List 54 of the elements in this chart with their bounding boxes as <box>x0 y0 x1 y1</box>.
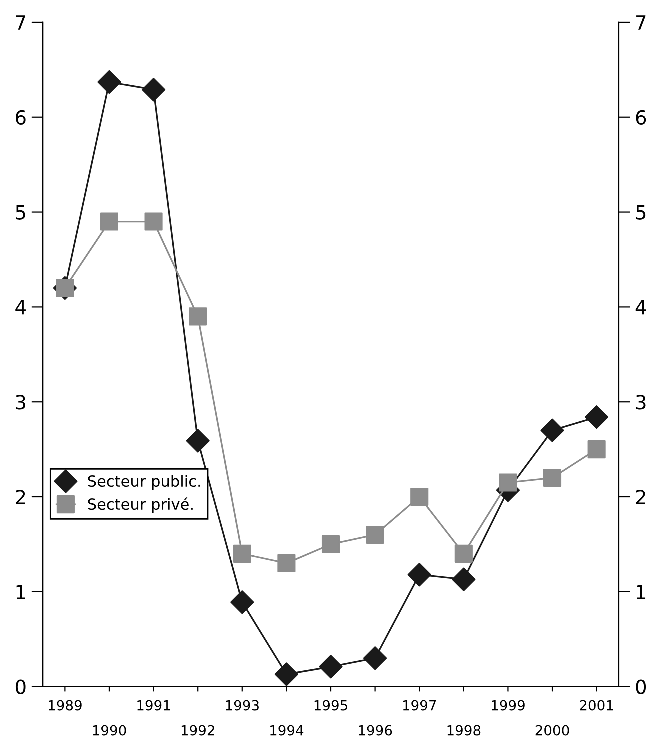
point <box>588 440 606 459</box>
y2-tick-label: 0 <box>636 680 646 694</box>
point <box>543 469 562 488</box>
y2-tick-label: 4 <box>636 300 646 315</box>
point <box>230 590 254 614</box>
x-tick-label: 1992 <box>182 725 214 736</box>
point <box>189 308 208 326</box>
point <box>452 568 476 592</box>
x-tick-label: 1989 <box>49 700 82 711</box>
x-tick-label: 1999 <box>492 700 525 711</box>
y2-tick-label: 1 <box>637 585 646 600</box>
y-tick-label: 2 <box>16 490 26 504</box>
point <box>142 78 166 102</box>
y-tick-label: 5 <box>16 206 26 220</box>
point <box>144 212 163 231</box>
point <box>363 646 388 670</box>
x-tick-label: 1997 <box>403 700 436 711</box>
x-tick-label: 1998 <box>448 725 481 736</box>
x-tick-label: 1996 <box>359 725 392 736</box>
x-tick-label: 2000 <box>536 725 570 736</box>
point <box>499 474 518 492</box>
point <box>98 70 122 94</box>
y-tick-label: 4 <box>16 300 26 315</box>
y-tick-label: 3 <box>16 395 26 410</box>
point <box>408 563 432 587</box>
legend-label: Secteur privé. <box>88 498 193 514</box>
point <box>585 405 609 430</box>
point <box>278 554 296 572</box>
x-tick-label: 1990 <box>93 725 126 736</box>
point <box>322 535 340 554</box>
point <box>319 655 343 679</box>
y2-tick-label: 7 <box>636 16 646 30</box>
y2-tick-label: 2 <box>636 490 646 504</box>
x-tick-label: 1991 <box>138 700 170 711</box>
y2-tick-label: 5 <box>636 206 646 220</box>
point <box>454 544 473 563</box>
point <box>366 526 384 544</box>
point <box>274 662 299 686</box>
point <box>233 544 252 563</box>
y-tick-label: 0 <box>16 680 26 694</box>
y-tick-label: 7 <box>16 16 26 30</box>
point <box>186 429 210 453</box>
point <box>410 488 429 506</box>
point <box>100 212 119 231</box>
x-tick-label: 1995 <box>314 700 348 711</box>
legend-label: Secteur public. <box>88 475 200 490</box>
x-tick-label: 1993 <box>226 700 259 711</box>
point <box>540 418 564 442</box>
x-tick-label: 1994 <box>270 725 304 736</box>
y-tick-label: 1 <box>16 585 26 600</box>
y2-tick-label: 3 <box>636 395 646 410</box>
y-tick-label: 6 <box>16 110 26 126</box>
x-tick-label: 2001 <box>580 700 614 711</box>
y2-tick-label: 6 <box>636 110 646 126</box>
